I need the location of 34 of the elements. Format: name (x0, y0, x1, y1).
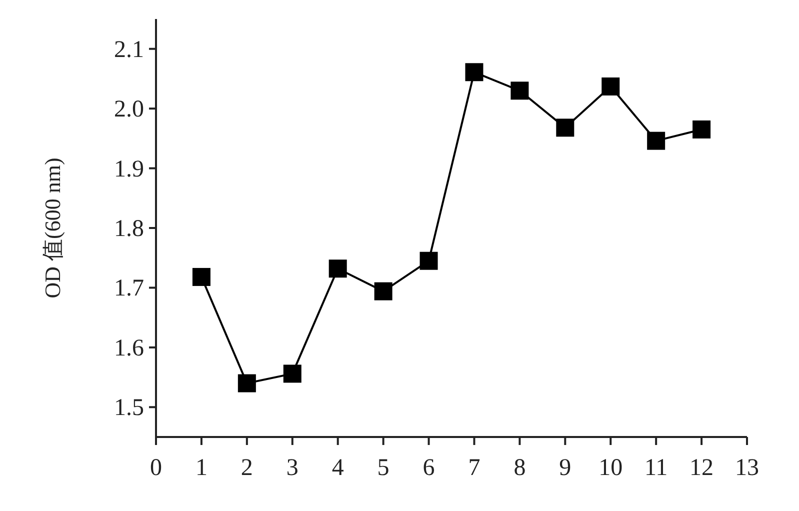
point (420, 252, 438, 270)
x-tick-label: 1 (195, 455, 208, 481)
y-tick-label: 2.1 (114, 36, 144, 63)
x-tick-label: 0 (150, 455, 162, 481)
y-tick-label: 1.8 (114, 216, 144, 242)
point (510, 82, 529, 100)
x-tick-label: 6 (422, 455, 435, 481)
point (647, 132, 666, 150)
point (328, 260, 347, 278)
x-tick-label: 10 (598, 455, 623, 481)
x-tick-label: 8 (514, 455, 526, 481)
y-tick-label: 1.9 (114, 156, 144, 182)
point (602, 77, 620, 96)
point (692, 120, 711, 138)
x-tick-label: 13 (735, 455, 759, 481)
x-tick-label: 3 (286, 455, 298, 481)
x-tick-label: 12 (690, 455, 714, 481)
point (238, 374, 256, 392)
point (556, 118, 574, 137)
x-tick-label: 4 (332, 455, 344, 481)
x-tick-label: 11 (644, 455, 668, 481)
x-tick-label: 7 (468, 455, 480, 481)
y-tick-label: 1.6 (114, 335, 144, 362)
x-tick-label: 2 (240, 455, 253, 481)
point (283, 364, 302, 383)
y-axis-title: OD 值(600 nm) (40, 158, 65, 298)
y-tick-label: 2.0 (114, 96, 144, 123)
point (192, 268, 210, 286)
point (465, 63, 484, 82)
x-tick-label: 5 (377, 455, 390, 481)
y-tick-label: 1.5 (114, 395, 144, 422)
point (374, 282, 392, 300)
x-tick-label: 9 (559, 455, 572, 481)
y-tick-label: 1.7 (114, 276, 144, 302)
